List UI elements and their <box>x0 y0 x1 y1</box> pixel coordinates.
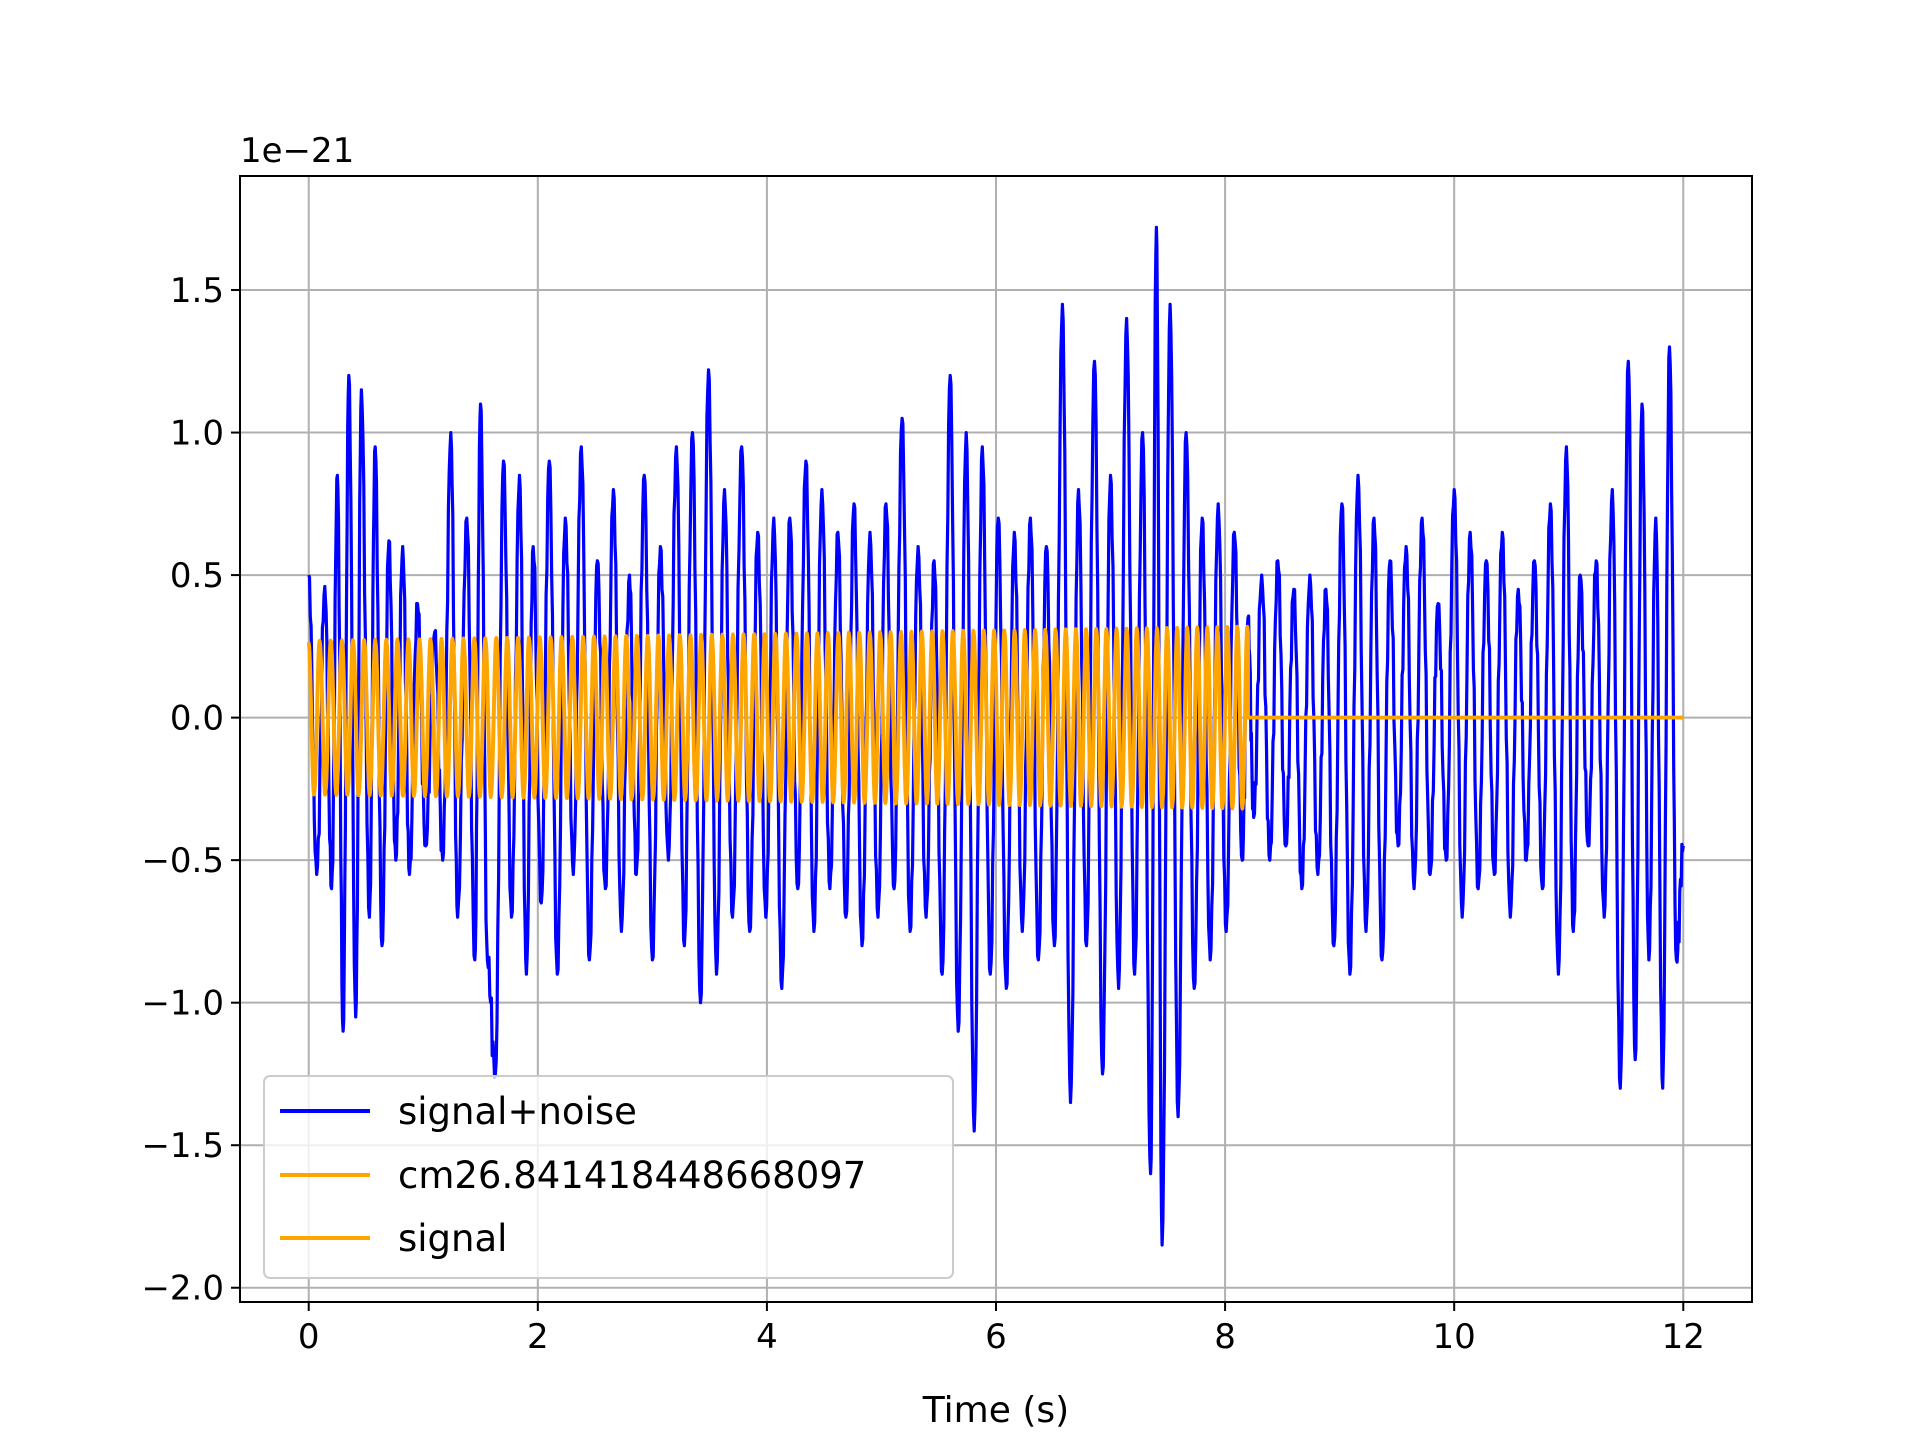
x-tick-label: 12 <box>1662 1317 1705 1357</box>
x-tick-label: 10 <box>1433 1317 1476 1357</box>
offset-text: 1e−21 <box>240 131 354 171</box>
y-tick-label: −1.5 <box>141 1126 224 1166</box>
legend-label-cm: cm26.841418448668097 <box>398 1154 866 1197</box>
legend: signal+noise cm26.841418448668097 signal <box>263 1075 954 1279</box>
y-tick-label: 0.0 <box>170 699 224 739</box>
y-tick-label: 0.5 <box>170 556 224 596</box>
x-tick-label: 8 <box>1214 1317 1236 1357</box>
y-tick-label: −0.5 <box>141 841 224 881</box>
x-tick-label: 6 <box>985 1317 1007 1357</box>
y-tick-label: −2.0 <box>141 1269 224 1309</box>
axis-ticks: 0 2 4 6 8 10 12 −2.0 −1.5 −1.0 −0.5 0.0 0.5 1.0 1.5 <box>141 271 1704 1357</box>
y-tick-label: 1.0 <box>170 414 224 454</box>
legend-label-signal-noise: signal+noise <box>398 1090 637 1133</box>
x-tick-label: 4 <box>756 1317 778 1357</box>
y-tick-label: −1.0 <box>141 984 224 1024</box>
series-line-signal <box>306 627 1684 808</box>
x-tick-label: 2 <box>527 1317 549 1357</box>
x-tick-label: 0 <box>298 1317 320 1357</box>
legend-box <box>263 1075 954 1279</box>
x-axis-label: Time (s) <box>922 1390 1069 1431</box>
legend-label-signal: signal <box>398 1217 507 1260</box>
y-tick-label: 1.5 <box>170 271 224 311</box>
series-layer <box>306 225 1685 1247</box>
